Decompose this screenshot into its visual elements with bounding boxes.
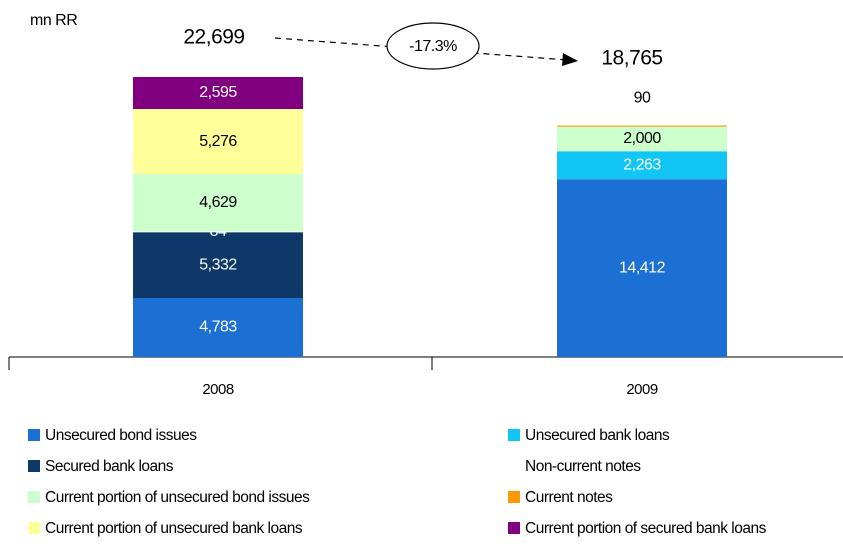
bar-segment: [133, 231, 303, 233]
bar-segment: [557, 151, 727, 180]
total-label: 18,765: [601, 47, 662, 70]
legend-swatch: [508, 491, 520, 503]
x-tick-label: 2009: [626, 381, 658, 398]
data-label: 5,276: [199, 133, 237, 150]
legend-label: Current portion of secured bank loans: [525, 520, 767, 537]
bar-segment: [133, 232, 303, 299]
data-label: 4,783: [199, 319, 237, 336]
legend-label: Current portion of unsecured bond issues: [45, 489, 310, 506]
x-tick-label: 2008: [202, 381, 234, 398]
y-axis-label: mn RR: [30, 12, 77, 29]
bar-segment: [133, 174, 303, 232]
data-label: 2,263: [623, 156, 661, 173]
legend-label: Current notes: [525, 489, 613, 506]
bar-segment: [133, 298, 303, 357]
legend-swatch: [508, 522, 520, 534]
change-ellipse: [386, 22, 480, 70]
total-label: 22,699: [183, 26, 244, 49]
legend-swatch: [28, 491, 40, 503]
legend-label: Unsecured bond issues: [45, 427, 197, 444]
bar-segment: [133, 109, 303, 175]
bar-segment: [557, 126, 727, 152]
data-label: 2,000: [623, 130, 661, 147]
data-label: 4,629: [199, 194, 237, 211]
bar-segment: [557, 179, 727, 357]
data-label: 5,332: [199, 256, 237, 273]
bar-segment: [557, 125, 727, 127]
change-label: -17.3%: [409, 38, 457, 55]
legend-swatch: [28, 429, 40, 441]
bar-segment: [133, 77, 303, 110]
legend-swatch: [508, 460, 520, 472]
legend-swatch: [28, 460, 40, 472]
legend-swatch: [28, 522, 40, 534]
legend-label: Non-current notes: [525, 458, 641, 475]
data-label: 90: [634, 90, 651, 107]
legend-label: Unsecured bank loans: [525, 427, 670, 444]
arrow-head: [562, 53, 578, 66]
data-label: 14,412: [619, 259, 666, 276]
data-label: 2,595: [199, 84, 237, 101]
legend-label: Secured bank loans: [45, 458, 174, 475]
legend-label: Current portion of unsecured bank loans: [45, 520, 303, 537]
legend-swatch: [508, 429, 520, 441]
